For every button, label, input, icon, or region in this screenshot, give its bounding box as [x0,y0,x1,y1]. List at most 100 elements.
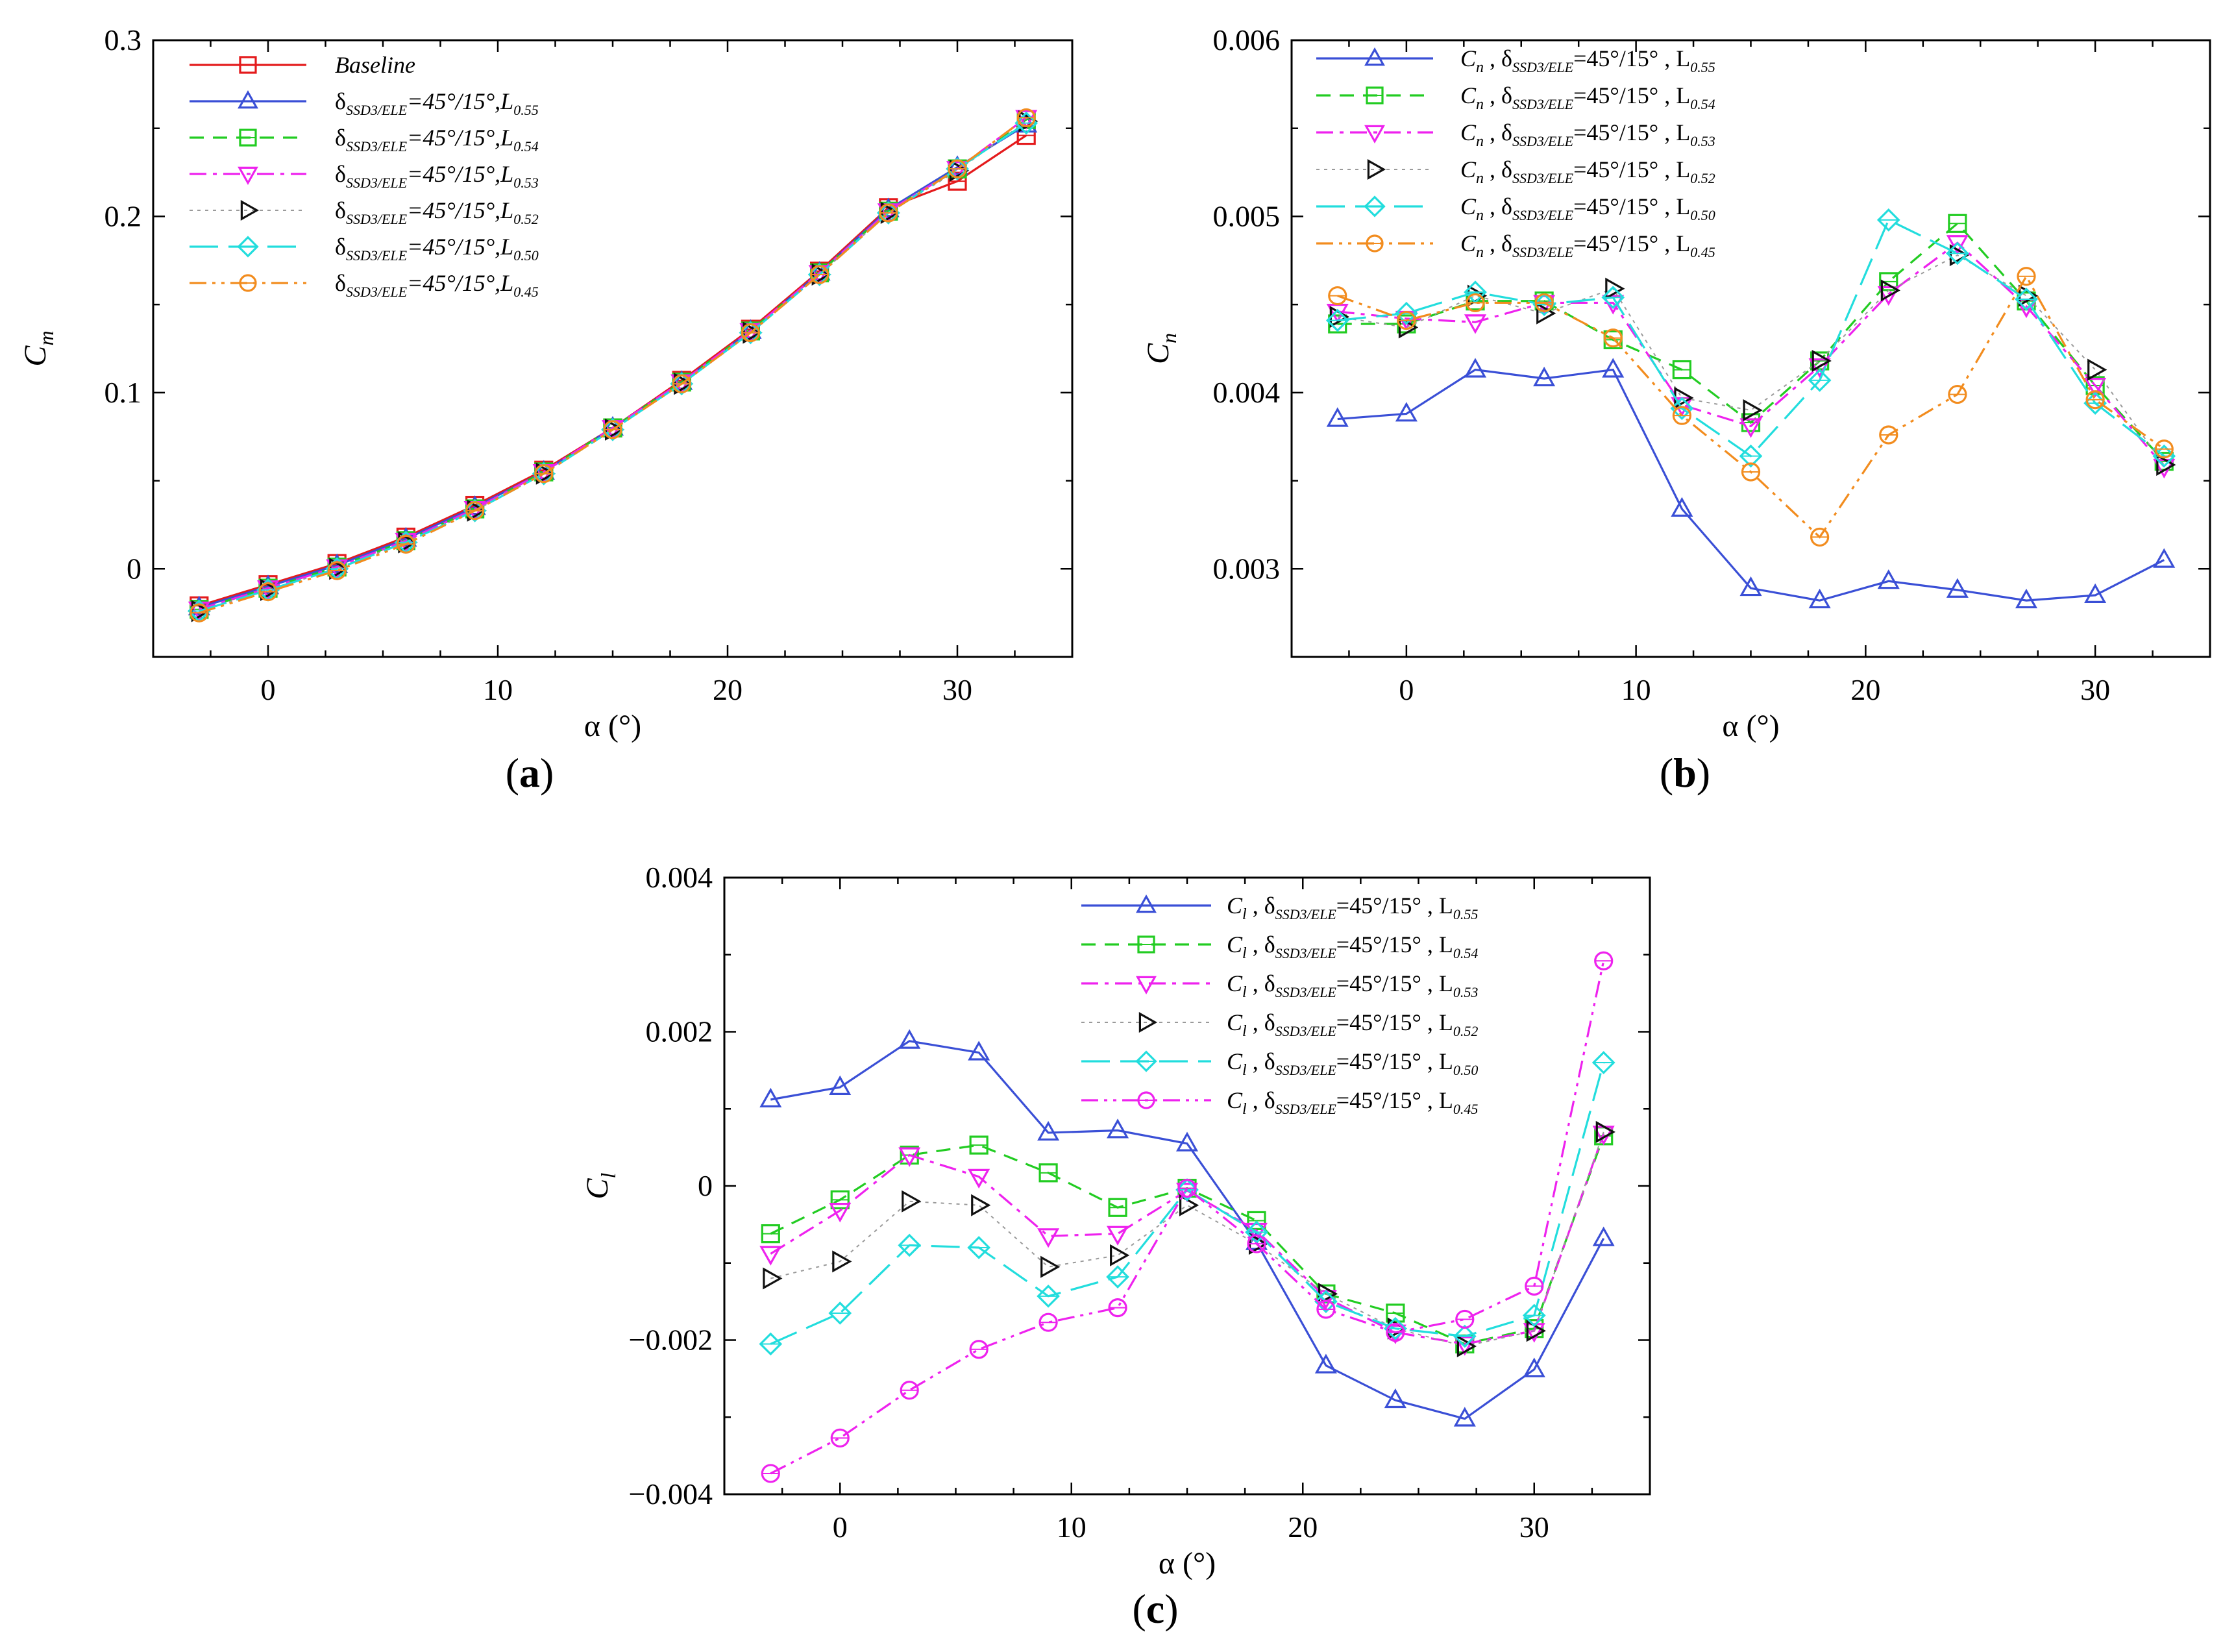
data-point [1175,1131,1199,1152]
legend-label: Cl , δSSD3/ELE=45°/15° , L0.52 [1227,1009,1478,1040]
legend-prefix-sub: l [1242,1062,1247,1079]
data-point [1326,407,1349,427]
data-point [1946,235,1969,255]
legend-sub: SSD3/ELE [1512,96,1574,112]
y-tick-label: 0.004 [1213,376,1281,409]
data-point [1592,1226,1615,1246]
data-point [1037,1120,1060,1141]
legend-lsub: 0.50 [1690,207,1715,223]
legend-prefix: C [1227,931,1243,957]
series-5 [187,111,1038,623]
data-point [1106,1265,1129,1288]
x-tick-label: 30 [942,673,972,706]
data-point [1601,286,1625,310]
series-1 [1328,214,2174,471]
data-point [1107,1118,1129,1139]
series-line [770,960,1605,1475]
legend-prefix: C [1227,893,1243,918]
legend-label: Cn , δSSD3/ELE=45°/15° , L0.54 [1460,82,1715,113]
data-point [829,1202,852,1223]
legend-prefix-sub: n [1476,59,1484,76]
legend-sub: SSD3/ELE [1512,59,1574,75]
legend-marker [238,166,258,186]
y-tick-label: 0.002 [646,1015,713,1048]
x-axis-label: α (°) [1722,709,1779,743]
panel-caption: (b) [1660,750,1710,796]
data-point [1395,402,1418,422]
legend-lsub: 0.54 [1453,945,1479,961]
legend-delta: , δ [1484,193,1512,219]
data-point [1946,241,1969,265]
series-line [770,1040,1605,1420]
legend-lsub: 0.45 [1453,1101,1479,1117]
x-tick-label: 30 [2080,673,2110,706]
caption-letter: a [519,750,540,796]
data-point [1523,1357,1545,1377]
data-point [1670,397,1694,421]
legend-mid: =45°/15° , L [1573,45,1690,71]
series-4 [191,110,1038,623]
data-point [1808,368,1832,392]
series-0 [1326,358,2176,609]
legend-label: Cl , δSSD3/ELE=45°/15° , L0.54 [1227,931,1478,962]
x-tick-label: 20 [713,673,743,706]
data-point [1456,1335,1477,1358]
data-point [2015,288,2038,311]
legend-marker [240,200,260,221]
x-tick-label: 10 [1057,1510,1087,1544]
caption-paren-open: ( [506,750,519,796]
data-point [1671,497,1693,517]
legend-delta: , δ [1247,970,1275,996]
y-axis-label: Cn [1141,333,1181,364]
y-axis-label-sub: l [596,1172,620,1178]
legend: BaselineδSSD3/ELE=45°/15°,L0.55δSSD3/ELE… [190,52,539,300]
legend-prefix: C [1460,156,1477,182]
legend-sub: SSD3/ELE [346,247,408,264]
series-line [199,117,1027,611]
series-5 [1328,267,2174,547]
legend-sub: SSD3/ELE [1512,133,1574,149]
data-point [898,1029,921,1049]
legend-mid: =45°/15° , L [1573,119,1690,145]
legend-marker [1135,1050,1157,1072]
series-3 [1329,244,2176,476]
legend-label: Cl , δSSD3/ELE=45°/15° , L0.55 [1227,893,1478,923]
data-point [1739,444,1763,468]
legend-prefix-sub: n [1476,170,1484,187]
data-point [1533,366,1556,387]
series-2 [759,1126,1615,1356]
series-2 [1326,235,2176,479]
data-point [1110,1244,1130,1266]
series-line [199,123,1027,609]
data-point [1314,1290,1338,1313]
legend-label: δSSD3/ELE=45°/15°,L0.53 [335,161,539,191]
legend-mid: =45°/15° , L [1573,156,1690,182]
data-point [1314,1353,1337,1374]
legend-mid: =45°/15°,L [407,88,513,114]
data-point [1453,1324,1477,1348]
data-point [1040,1255,1061,1278]
legend-prefix: δ [335,270,346,296]
data-point [1179,1194,1199,1216]
data-point [1880,279,1900,302]
y-tick-label: 0.3 [104,23,142,56]
data-point [968,1168,990,1189]
data-point [1812,349,1832,373]
data-point [1595,1120,1615,1143]
legend-marker [1136,976,1157,995]
data-point [1591,1051,1615,1074]
y-tick-label: −0.002 [629,1324,713,1357]
series-4 [759,1051,1615,1356]
legend-mid: =45°/15° , L [1573,193,1690,219]
legend-mid: =45°/15° , L [1336,1087,1453,1113]
y-tick-label: 0.005 [1213,199,1281,232]
y-axis-label: Cm [18,330,58,366]
legend-prefix: C [1227,1087,1243,1113]
x-tick-label: 10 [1621,673,1651,706]
data-point [1522,1303,1546,1327]
legend-delta: , δ [1247,931,1275,957]
x-tick-label: 10 [483,673,513,706]
data-point [1325,308,1349,332]
